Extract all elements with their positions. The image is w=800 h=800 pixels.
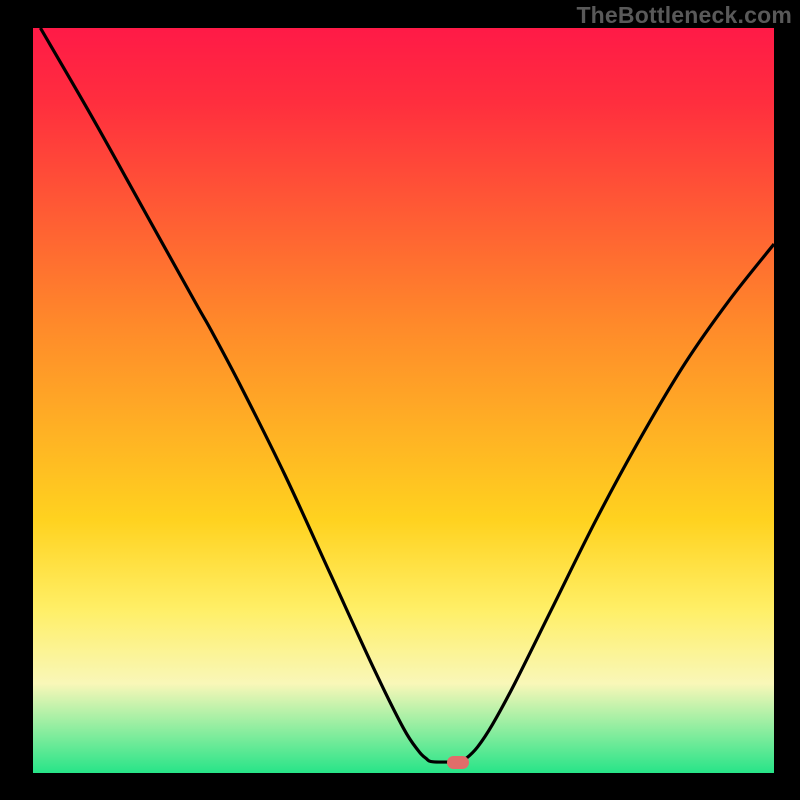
curve-path <box>40 28 774 762</box>
curve-marker <box>447 756 469 769</box>
chart-frame: TheBottleneck.com <box>0 0 800 800</box>
watermark-label: TheBottleneck.com <box>576 2 792 29</box>
plot-area <box>33 28 774 773</box>
bottleneck-curve <box>33 28 774 773</box>
